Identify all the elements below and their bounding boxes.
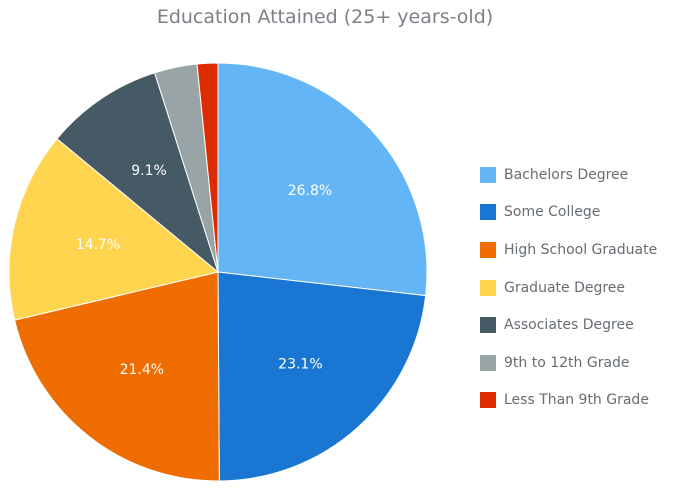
legend-label: Less Than 9th Grade bbox=[504, 392, 649, 409]
legend-swatch bbox=[480, 354, 496, 371]
legend-label: Some College bbox=[504, 204, 601, 221]
pie-slice-graduate-degree[interactable] bbox=[8, 138, 220, 321]
pie-slice-associates-degree[interactable] bbox=[56, 72, 219, 274]
pie-slice-labels: 26.8% 23.1% 21.4% 14.7% 9.1% bbox=[76, 163, 333, 378]
pie-slice-label: 26.8% bbox=[288, 183, 332, 199]
legend-item[interactable]: Graduate Degree bbox=[480, 269, 657, 307]
legend-item[interactable]: 9th to 12th Grade bbox=[480, 344, 657, 382]
legend-label: High School Graduate bbox=[504, 241, 658, 258]
chart-title: Education Attained (25+ years-old) bbox=[156, 6, 494, 28]
legend-swatch bbox=[480, 317, 496, 334]
pie-slice-label: 21.4% bbox=[120, 362, 164, 378]
legend-item[interactable]: High School Graduate bbox=[480, 231, 657, 269]
pie-slices bbox=[8, 62, 428, 482]
pie-slice-label: 9.1% bbox=[131, 163, 167, 179]
legend-swatch bbox=[480, 204, 496, 221]
pie-slice-label: 14.7% bbox=[76, 237, 120, 253]
legend-item[interactable]: Less Than 9th Grade bbox=[480, 382, 657, 420]
pie-slice-less-than-9th-grade[interactable] bbox=[196, 62, 219, 273]
pie-slice-bachelors-degree[interactable] bbox=[217, 62, 428, 297]
legend-swatch bbox=[480, 166, 496, 183]
legend-item[interactable]: Some College bbox=[480, 194, 657, 232]
pie-slice-some-college[interactable] bbox=[217, 271, 427, 482]
legend-swatch bbox=[480, 241, 496, 258]
legend-label: Associates Degree bbox=[504, 317, 634, 334]
pie-slice-high-school-graduate[interactable] bbox=[14, 271, 220, 482]
legend-label: Graduate Degree bbox=[504, 279, 626, 296]
legend-item[interactable]: Bachelors Degree bbox=[480, 156, 657, 194]
legend-item[interactable]: Associates Degree bbox=[480, 306, 657, 344]
pie-slice-label: 23.1% bbox=[278, 357, 322, 373]
chart-legend: Bachelors Degree Some College High School … bbox=[480, 156, 657, 419]
legend-label: 9th to 12th Grade bbox=[504, 354, 630, 371]
legend-swatch bbox=[480, 279, 496, 296]
legend-label: Bachelors Degree bbox=[504, 166, 629, 183]
legend-swatch bbox=[480, 392, 496, 409]
